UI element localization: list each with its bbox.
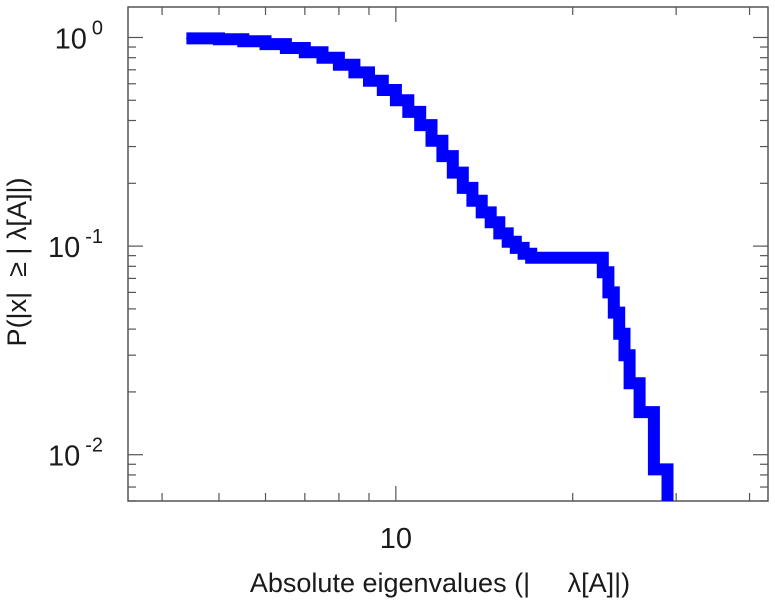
data-point bbox=[629, 382, 631, 384]
data-point bbox=[653, 468, 655, 470]
data-point bbox=[602, 271, 604, 273]
data-point bbox=[382, 89, 384, 91]
data-point bbox=[490, 221, 492, 223]
x-axis-label: Absolute eigenvalues (| λ[A]|) bbox=[250, 568, 630, 598]
y-tick-label: 10 -1 bbox=[48, 226, 103, 264]
data-point bbox=[624, 354, 625, 356]
data-point bbox=[639, 411, 641, 413]
y-tick-label-base: 10 bbox=[48, 441, 80, 473]
data-point bbox=[584, 257, 586, 259]
x-tick-labels: 10 bbox=[380, 523, 412, 555]
data-point bbox=[596, 257, 598, 259]
data-point bbox=[618, 333, 620, 335]
data-point bbox=[353, 71, 355, 73]
data-point bbox=[395, 99, 397, 101]
data-point bbox=[530, 257, 532, 259]
data-point bbox=[368, 80, 370, 82]
data-point bbox=[441, 155, 443, 157]
data-point bbox=[242, 40, 244, 42]
data-point bbox=[471, 200, 473, 202]
data-point bbox=[265, 43, 266, 45]
y-tick-label-exponent: -1 bbox=[85, 226, 103, 248]
data-point bbox=[498, 232, 500, 234]
plot-axes bbox=[127, 6, 769, 502]
data-point bbox=[431, 140, 432, 142]
y-tick-label-exponent: -2 bbox=[85, 435, 103, 457]
data-point bbox=[559, 257, 561, 259]
data-point bbox=[407, 111, 409, 113]
data-point bbox=[607, 291, 609, 293]
data-point bbox=[462, 187, 464, 189]
data-point bbox=[545, 257, 547, 259]
y-tick-label-base: 10 bbox=[48, 232, 80, 264]
data-point bbox=[218, 38, 220, 40]
data-point bbox=[419, 124, 421, 126]
data-point bbox=[285, 47, 287, 49]
data-point bbox=[338, 64, 340, 66]
data-point bbox=[515, 247, 517, 249]
data-point bbox=[452, 172, 454, 174]
data-point bbox=[507, 241, 509, 243]
data-point bbox=[613, 312, 615, 314]
data-point bbox=[572, 257, 574, 259]
data-point bbox=[304, 51, 306, 53]
x-tick-label: 10 bbox=[380, 523, 412, 555]
data-point bbox=[185, 37, 187, 39]
y-axis-label: P(|x| ≥ | λ[A]|) bbox=[2, 178, 32, 347]
data-point bbox=[523, 253, 525, 255]
y-tick-label: 10 0 bbox=[55, 17, 103, 55]
data-point bbox=[481, 211, 483, 213]
series-line bbox=[186, 32, 674, 501]
data-point bbox=[667, 500, 668, 502]
y-tick-label: 10 -2 bbox=[48, 435, 103, 473]
y-tick-label-exponent: 0 bbox=[92, 17, 103, 39]
plot-frame bbox=[127, 6, 769, 502]
y-tick-label-base: 10 bbox=[55, 23, 87, 55]
data-point bbox=[322, 57, 323, 59]
data-point bbox=[662, 468, 664, 470]
series-layer bbox=[185, 32, 674, 502]
